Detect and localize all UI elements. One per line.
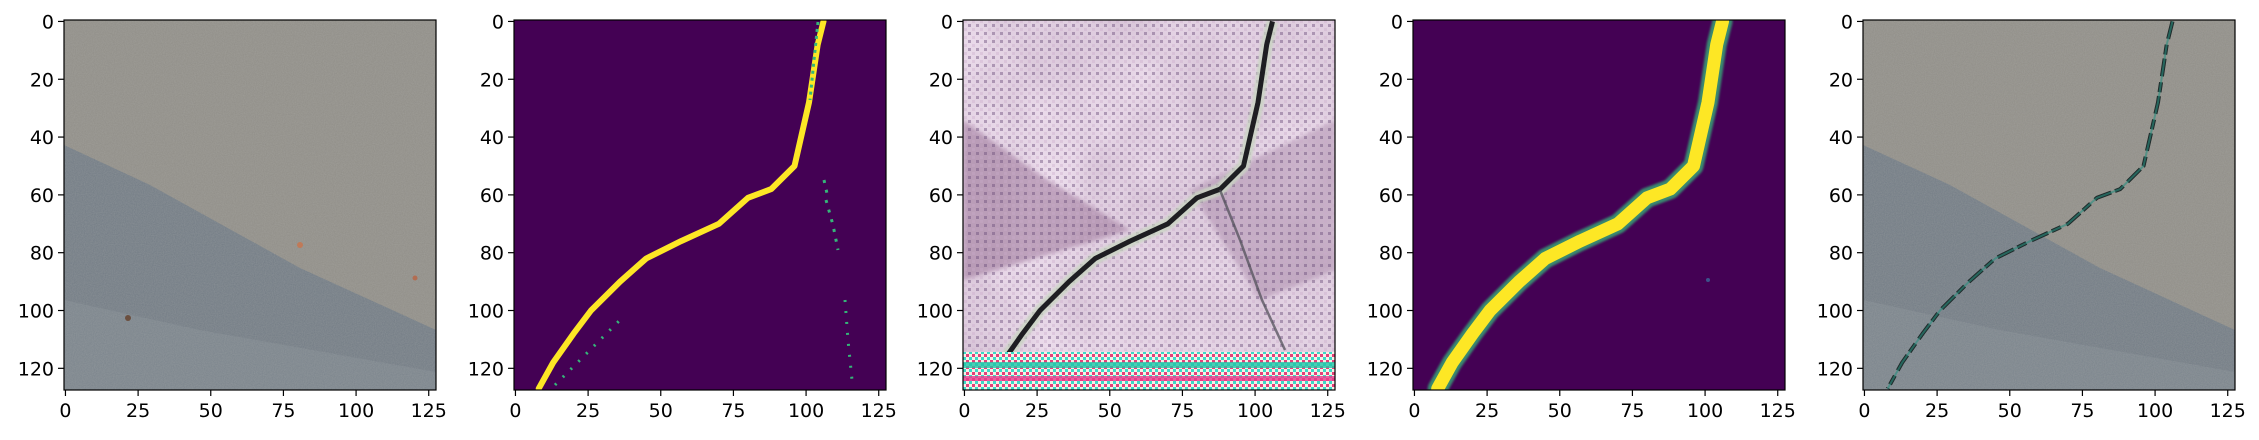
x-tick-label: 100: [2137, 400, 2173, 422]
x-tick-label: 100: [1237, 400, 1273, 422]
x-tick-label: 0: [958, 400, 970, 422]
x-tick-label: 125: [1310, 400, 1346, 422]
y-tick-label: 20: [480, 69, 504, 91]
x-tick-label: 50: [1098, 400, 1122, 422]
y-tick-label: 80: [30, 243, 54, 265]
y-tick-label: 0: [492, 11, 504, 33]
x-tick-label: 75: [721, 400, 745, 422]
y-tick-label: 60: [929, 185, 953, 207]
x-tick-label: 0: [59, 400, 71, 422]
x-tick-label: 25: [1475, 400, 1499, 422]
panel-frame: [63, 19, 437, 391]
y-tick-label: 80: [1379, 243, 1403, 265]
predicted-crack-band: [1431, 20, 1729, 390]
x-tick-label: 75: [1170, 400, 1194, 422]
x-tick-label: 125: [1760, 400, 1796, 422]
x-tick-label: 100: [788, 400, 824, 422]
x-tick-label: 0: [1408, 400, 1420, 422]
panel-predicted-mask: [1413, 20, 1785, 390]
x-tick-label: 125: [411, 400, 447, 422]
x-tick-label: 50: [1998, 400, 2022, 422]
y-tick-label: 20: [1829, 69, 1853, 91]
y-tick-label: 40: [30, 127, 54, 149]
x-tick-label: 75: [271, 400, 295, 422]
y-tick-label: 60: [1829, 185, 1853, 207]
x-tick-label: 25: [1025, 400, 1049, 422]
y-tick-label: 100: [917, 301, 953, 323]
overlay-crack-tint: [1886, 21, 2174, 390]
x-tick-label: 50: [1548, 400, 1572, 422]
generated-crack-branch: [1218, 189, 1287, 351]
panel-frame: [1862, 19, 2236, 391]
y-tick-label: 60: [480, 185, 504, 207]
y-tick-label: 0: [42, 11, 54, 33]
x-tick-label: 0: [509, 400, 521, 422]
y-tick-label: 40: [1829, 127, 1853, 149]
y-tick-label: 0: [1841, 11, 1853, 33]
x-tick-label: 25: [1925, 400, 1949, 422]
x-tick-label: 125: [2210, 400, 2246, 422]
x-tick-label: 25: [576, 400, 600, 422]
x-tick-label: 25: [126, 400, 150, 422]
x-tick-label: 100: [1687, 400, 1723, 422]
gt-crack-upper-branch: [808, 21, 820, 101]
x-tick-label: 0: [1858, 400, 1870, 422]
panel-frame: [1412, 19, 1786, 391]
x-tick-label: 100: [338, 400, 374, 422]
x-tick-label: 75: [1620, 400, 1644, 422]
y-tick-label: 120: [18, 358, 54, 380]
y-tick-label: 60: [1379, 185, 1403, 207]
y-tick-label: 20: [30, 69, 54, 91]
gt-crack-dots-lower: [553, 299, 854, 387]
y-tick-label: 80: [929, 243, 953, 265]
y-tick-label: 120: [1367, 358, 1403, 380]
y-tick-label: 100: [468, 301, 504, 323]
panel-asphalt-photo: [64, 20, 436, 390]
y-tick-label: 40: [929, 127, 953, 149]
gt-crack-line: [535, 20, 827, 390]
y-tick-label: 100: [18, 301, 54, 323]
y-tick-label: 100: [1817, 301, 1853, 323]
panel-frame: [962, 19, 1336, 391]
x-tick-label: 50: [199, 400, 223, 422]
y-tick-label: 120: [468, 358, 504, 380]
y-tick-label: 20: [929, 69, 953, 91]
generated-crack-line: [985, 20, 1275, 390]
y-tick-label: 40: [480, 127, 504, 149]
gt-crack-branch: [822, 179, 840, 251]
panel-generated-image: [963, 20, 1335, 390]
y-tick-label: 100: [1367, 301, 1403, 323]
y-tick-label: 20: [1379, 69, 1403, 91]
x-tick-label: 50: [649, 400, 673, 422]
panel-frame: [513, 19, 887, 391]
panel-crack-overlay: [1863, 20, 2235, 390]
y-tick-label: 0: [1391, 11, 1403, 33]
y-tick-label: 80: [480, 243, 504, 265]
y-tick-label: 0: [941, 11, 953, 33]
y-tick-label: 80: [1829, 243, 1853, 265]
panel-ground-truth-mask: [514, 20, 886, 390]
y-tick-label: 60: [30, 185, 54, 207]
y-tick-label: 120: [917, 358, 953, 380]
x-tick-label: 75: [2070, 400, 2094, 422]
y-tick-label: 40: [1379, 127, 1403, 149]
x-tick-label: 125: [861, 400, 897, 422]
y-tick-label: 120: [1817, 358, 1853, 380]
